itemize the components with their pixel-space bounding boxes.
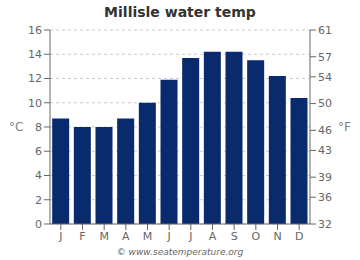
svg-text:M: M — [143, 230, 153, 243]
svg-text:12: 12 — [28, 72, 42, 85]
svg-text:0: 0 — [35, 218, 42, 231]
svg-text:A: A — [122, 230, 130, 243]
svg-text:J: J — [188, 230, 192, 243]
svg-text:8: 8 — [35, 121, 42, 134]
svg-text:50: 50 — [318, 97, 332, 110]
svg-text:2: 2 — [35, 194, 42, 207]
svg-text:A: A — [209, 230, 217, 243]
svg-text:46: 46 — [318, 124, 332, 137]
svg-text:J: J — [58, 230, 62, 243]
svg-text:32: 32 — [318, 218, 332, 231]
svg-text:61: 61 — [318, 24, 332, 37]
html-text:Millisle water temp: Millisle water temp — [104, 4, 256, 20]
svg-text:10: 10 — [28, 97, 42, 110]
svg-text:54: 54 — [318, 71, 332, 84]
svg-text:N: N — [273, 230, 281, 243]
svg-text:°C: °C — [9, 120, 23, 134]
html-text:© www.seatemperature.org: © www.seatemperature.org — [116, 247, 244, 257]
svg-text:°F: °F — [338, 120, 351, 134]
svg-text:57: 57 — [318, 51, 332, 64]
svg-text:36: 36 — [318, 191, 332, 204]
svg-text:O: O — [251, 230, 260, 243]
svg-text:6: 6 — [35, 145, 42, 158]
svg-text:43: 43 — [318, 144, 332, 157]
svg-text:J: J — [167, 230, 171, 243]
svg-text:39: 39 — [318, 171, 332, 184]
svg-text:14: 14 — [28, 48, 42, 61]
svg-text:16: 16 — [28, 24, 42, 37]
svg-text:S: S — [231, 230, 238, 243]
svg-text:M: M — [99, 230, 109, 243]
svg-text:F: F — [79, 230, 85, 243]
svg-text:D: D — [295, 230, 303, 243]
svg-text:4: 4 — [35, 169, 42, 182]
